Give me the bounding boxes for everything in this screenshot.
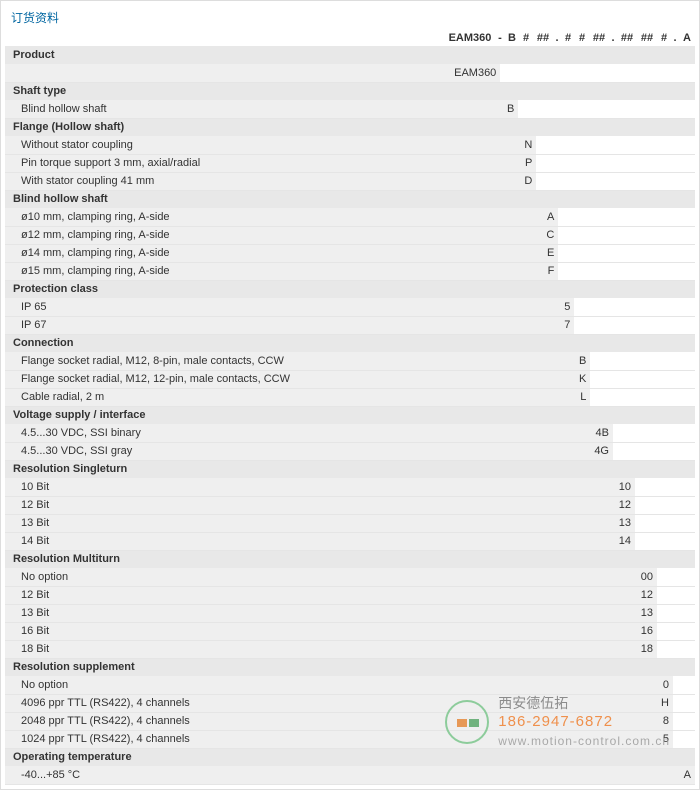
code-segment: # <box>561 32 575 44</box>
spec-value: P <box>518 154 536 172</box>
spec-value: 0 <box>657 676 673 694</box>
spec-value: 4B <box>590 424 613 442</box>
code-segment: ## <box>533 32 553 44</box>
section-header: Blind hollow shaft <box>5 190 695 208</box>
spec-label: Blind hollow shaft <box>5 100 450 118</box>
code-segment: # <box>519 32 533 44</box>
spec-label: Flange socket radial, M12, 8-pin, male c… <box>5 352 450 370</box>
spec-label: 10 Bit <box>5 478 450 496</box>
spec-value: 5 <box>657 730 673 748</box>
spec-label: 12 Bit <box>5 496 450 514</box>
code-segment: . <box>553 32 561 44</box>
code-segment: # <box>575 32 589 44</box>
spec-label: 16 Bit <box>5 622 450 640</box>
spec-value: 12 <box>613 496 635 514</box>
section-header: Voltage supply / interface <box>5 406 695 424</box>
code-segment: EAM360 <box>445 32 495 44</box>
section-header: Protection class <box>5 280 695 298</box>
spec-value: A <box>673 766 695 784</box>
section-header: Connection <box>5 334 695 352</box>
spec-label: 18 Bit <box>5 640 450 658</box>
panel-title: 订货资料 <box>5 5 695 30</box>
spec-label: IP 67 <box>5 316 450 334</box>
spec-label: Cable radial, 2 m <box>5 388 450 406</box>
spec-value: 7 <box>558 316 574 334</box>
code-segment: . <box>609 32 617 44</box>
spec-label: Pin torque support 3 mm, axial/radial <box>5 154 450 172</box>
spec-value: 10 <box>613 478 635 496</box>
spec-value: 18 <box>635 640 657 658</box>
spec-label: -40...+85 °C <box>5 766 450 784</box>
spec-label: ø14 mm, clamping ring, A-side <box>5 244 450 262</box>
spec-value: A <box>536 208 558 226</box>
spec-label: 4.5...30 VDC, SSI binary <box>5 424 450 442</box>
code-segment: - <box>495 32 505 44</box>
spec-label: 13 Bit <box>5 604 450 622</box>
section-header: Resolution supplement <box>5 658 695 676</box>
code-segment: # <box>657 32 671 44</box>
spec-value: B <box>500 100 518 118</box>
spec-value: 8 <box>657 712 673 730</box>
code-segment: ## <box>617 32 637 44</box>
section-header: Resolution Singleturn <box>5 460 695 478</box>
spec-value: 12 <box>635 586 657 604</box>
spec-label: 4.5...30 VDC, SSI gray <box>5 442 450 460</box>
spec-value: 16 <box>635 622 657 640</box>
spec-value: 13 <box>613 514 635 532</box>
spec-value: B <box>574 352 590 370</box>
spec-label: IP 65 <box>5 298 450 316</box>
spec-value: K <box>574 370 590 388</box>
spec-table: ProductEAM360Shaft typeBlind hollow shaf… <box>5 46 695 785</box>
spec-label: ø15 mm, clamping ring, A-side <box>5 262 450 280</box>
spec-label: No option <box>5 676 450 694</box>
spec-label: 14 Bit <box>5 532 450 550</box>
spec-value: D <box>518 172 536 190</box>
spec-label: 1024 ppr TTL (RS422), 4 channels <box>5 730 450 748</box>
spec-value: L <box>574 388 590 406</box>
spec-value: E <box>536 244 558 262</box>
spec-value: H <box>657 694 673 712</box>
spec-value: C <box>536 226 558 244</box>
section-header: Flange (Hollow shaft) <box>5 118 695 136</box>
spec-label: 13 Bit <box>5 514 450 532</box>
spec-value: 00 <box>635 568 657 586</box>
code-segment: A <box>679 32 695 44</box>
code-segment: B <box>505 32 519 44</box>
spec-label: No option <box>5 568 450 586</box>
spec-value: EAM360 <box>450 64 500 82</box>
spec-label <box>5 64 450 82</box>
code-segment: ## <box>589 32 609 44</box>
code-segment: . <box>671 32 679 44</box>
spec-value: 4G <box>590 442 613 460</box>
spec-label: Without stator coupling <box>5 136 450 154</box>
spec-label: 12 Bit <box>5 586 450 604</box>
section-header: Operating temperature <box>5 748 695 766</box>
spec-label: 4096 ppr TTL (RS422), 4 channels <box>5 694 450 712</box>
spec-value: 14 <box>613 532 635 550</box>
section-header: Resolution Multiturn <box>5 550 695 568</box>
order-info-panel: 订货资料 EAM360-B###.####.#####.A ProductEAM… <box>0 0 700 790</box>
code-segment: ## <box>637 32 657 44</box>
spec-value: F <box>536 262 558 280</box>
spec-label: ø10 mm, clamping ring, A-side <box>5 208 450 226</box>
type-code-template: EAM360-B###.####.#####.A <box>5 30 695 46</box>
spec-label: 2048 ppr TTL (RS422), 4 channels <box>5 712 450 730</box>
spec-value: 5 <box>558 298 574 316</box>
section-header: Shaft type <box>5 82 695 100</box>
spec-label: ø12 mm, clamping ring, A-side <box>5 226 450 244</box>
spec-value: 13 <box>635 604 657 622</box>
spec-label: Flange socket radial, M12, 12-pin, male … <box>5 370 450 388</box>
spec-label: With stator coupling 41 mm <box>5 172 450 190</box>
spec-value: N <box>518 136 536 154</box>
section-header: Product <box>5 46 695 64</box>
